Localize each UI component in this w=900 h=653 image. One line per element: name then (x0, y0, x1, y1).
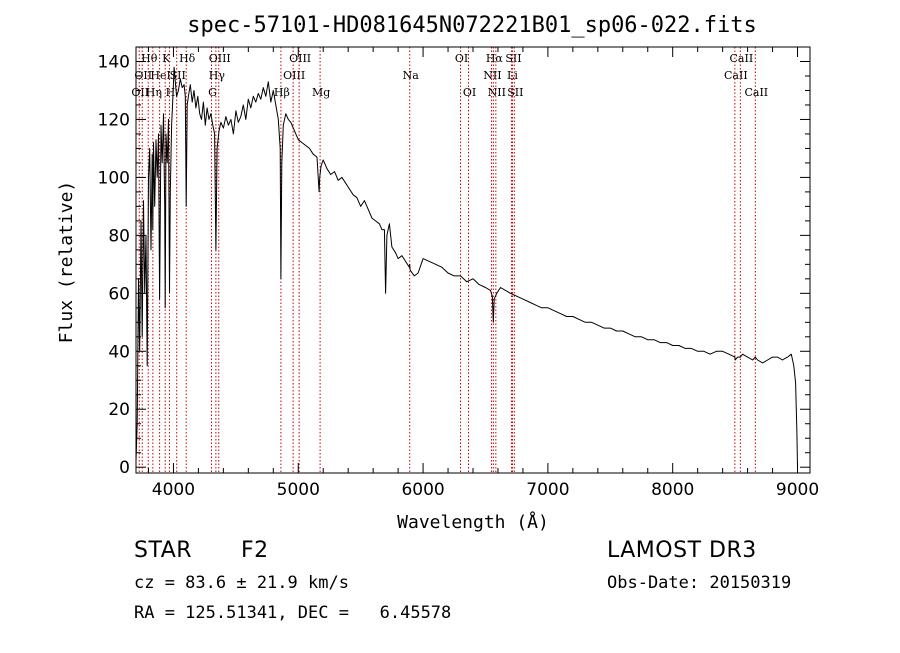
line-marker-label-15: Mg (312, 86, 330, 99)
series-layer (135, 66, 798, 468)
line-marker-label-17: OI (455, 52, 468, 65)
cz-label: cz = 83.6 ± 21.9 km/s (134, 573, 349, 593)
y-tick-label-1: 20 (108, 400, 130, 420)
y-tick-label-2: 40 (108, 342, 130, 362)
y-tick-label-7: 140 (98, 52, 130, 72)
line-marker-label-16: Na (403, 69, 420, 82)
plot-frame (135, 46, 811, 474)
axes (135, 46, 811, 474)
line-marker-label-24: SII (507, 86, 523, 99)
x-tick-label-4: 8000 (651, 480, 694, 500)
line-marker-label-13: OIII (283, 69, 305, 82)
line-markers: OIIOIIHθHηHeIKHSIIHδGHγOIIIHβOIIIOIIIMgN… (131, 47, 768, 473)
line-marker-label-21: NII (488, 86, 506, 99)
line-marker-label-26: CaII (730, 52, 754, 65)
line-marker-label-8: Hδ (179, 52, 196, 65)
line-marker-label-27: CaII (744, 86, 768, 99)
y-tick-label-4: 80 (108, 226, 130, 246)
y-axis-label: Flux (relative) (56, 181, 77, 344)
x-tick-label-5: 9000 (776, 480, 819, 500)
line-marker-label-7: SII (170, 69, 186, 82)
axis-labels: 4000 5000 6000 7000 8000 9000 0 20 40 60 80 100 120 1… (56, 13, 819, 533)
x-tick-label-1: 5000 (277, 480, 320, 500)
line-marker-label-6: H (166, 86, 176, 99)
x-tick-label-3: 7000 (526, 480, 569, 500)
y-tick-label-5: 100 (98, 168, 130, 188)
x-tick-label-0: 4000 (152, 480, 195, 500)
object-type-label: STAR (134, 538, 193, 563)
line-marker-label-19: NII (483, 69, 501, 82)
line-marker-label-9: G (208, 86, 217, 99)
x-tick-label-2: 6000 (401, 480, 444, 500)
line-marker-label-23: SII (505, 52, 521, 65)
line-marker-label-1: OII (134, 69, 152, 82)
y-tick-label-3: 60 (108, 284, 130, 304)
series-line-0 (135, 66, 798, 468)
line-marker-label-18: OI (463, 86, 476, 99)
survey-label: LAMOST DR3 (607, 538, 757, 563)
line-marker-label-4: HeI (150, 69, 170, 82)
line-marker-label-20: Hα (486, 52, 504, 65)
line-marker-label-10: Hγ (209, 69, 226, 82)
x-axis-label: Wavelength (Å) (397, 511, 549, 533)
subclass-label: F2 (241, 538, 269, 563)
radec-label: RA = 125.51341, DEC = 6.45578 (134, 603, 452, 623)
line-marker-label-2: Hθ (141, 52, 158, 65)
line-marker-label-25: CaII (724, 69, 748, 82)
line-marker-label-12: Hβ (274, 86, 290, 99)
chart-title: spec-57101-HD081645N072221B01_sp06-022.f… (187, 13, 757, 38)
line-marker-label-5: K (162, 52, 171, 65)
y-tick-label-0: 0 (119, 458, 130, 478)
obs-date-label: Obs-Date: 20150319 (607, 573, 792, 593)
y-tick-label-6: 120 (98, 110, 130, 130)
line-marker-label-11: OIII (209, 52, 231, 65)
line-marker-label-3: Hη (146, 86, 162, 99)
line-marker-label-14: OIII (289, 52, 311, 65)
